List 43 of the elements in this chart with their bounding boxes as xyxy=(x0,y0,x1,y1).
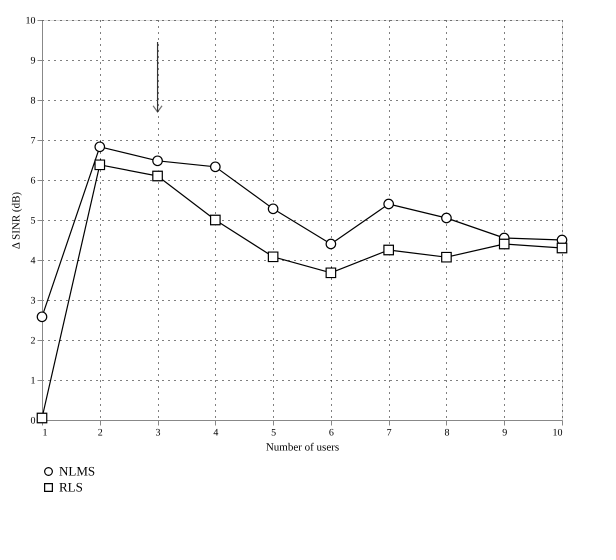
x-tick-label: 10 xyxy=(552,428,562,438)
point xyxy=(152,170,163,182)
y-tick-label: 9 xyxy=(30,56,36,66)
x-tick-label: 6 xyxy=(328,428,334,438)
point xyxy=(498,238,510,250)
y-tick-label: 7 xyxy=(30,136,36,146)
point xyxy=(210,214,221,226)
y-axis-title: Δ SINR (dB) xyxy=(10,192,22,250)
point xyxy=(441,212,452,224)
y-tick-label: 10 xyxy=(26,16,36,26)
y-tick-label: 0 xyxy=(30,416,36,426)
point xyxy=(94,141,106,152)
point xyxy=(36,412,48,424)
point xyxy=(36,311,48,322)
point xyxy=(268,251,278,262)
x-tick-label: 8 xyxy=(444,428,450,438)
x-tick-label: 9 xyxy=(502,428,508,438)
point xyxy=(326,238,336,250)
point xyxy=(556,242,568,254)
point xyxy=(383,244,394,256)
y-tick-label: 5 xyxy=(30,216,36,226)
point xyxy=(94,159,106,170)
x-tick-label: 5 xyxy=(271,428,276,438)
x-tick-label: 1 xyxy=(42,428,48,438)
y-tick-label: 8 xyxy=(30,96,36,106)
x-tick-label: 4 xyxy=(213,428,218,438)
point xyxy=(326,267,336,278)
point xyxy=(383,198,394,210)
legend-label: NLMS xyxy=(59,464,96,478)
legend-label: RLS xyxy=(59,480,83,494)
point xyxy=(268,203,278,214)
point xyxy=(210,161,221,172)
x-axis-title: Number of users xyxy=(266,442,340,454)
y-tick-label: 2 xyxy=(30,336,36,346)
x-tick-label: 2 xyxy=(98,428,103,438)
y-tick-label: 4 xyxy=(30,256,36,266)
x-tick-label: 7 xyxy=(386,428,392,438)
y-tick-label: 3 xyxy=(30,296,36,306)
y-tick-label: 1 xyxy=(30,376,36,386)
point xyxy=(441,252,452,263)
point xyxy=(152,155,163,166)
y-tick-label: 6 xyxy=(30,176,36,186)
x-tick-label: 3 xyxy=(156,428,161,438)
